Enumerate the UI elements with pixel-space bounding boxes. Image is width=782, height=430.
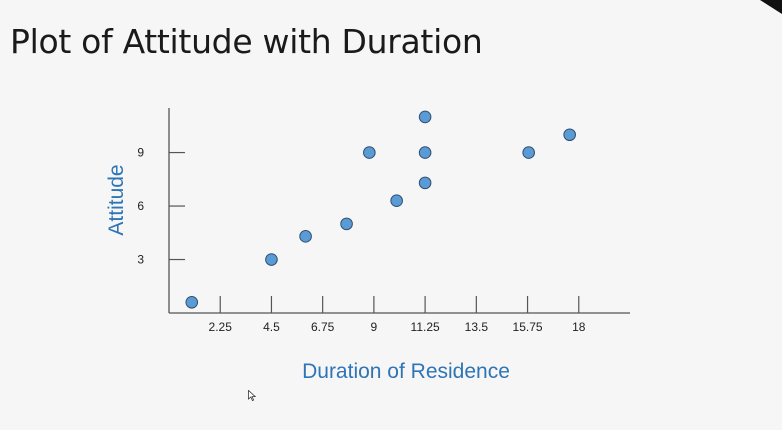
x-tick-label: 2.25 [209, 320, 233, 334]
chart-points [185, 110, 576, 309]
y-tick-label: 3 [137, 253, 144, 267]
x-tick-label: 9 [371, 320, 378, 334]
chart-ticks: 2.25 4.5 6.75 9 11.25 13.5 15.75 18 3 6 9 [137, 146, 585, 334]
data-point [522, 146, 535, 159]
x-tick-label: 4.5 [263, 320, 280, 334]
data-point [185, 296, 199, 309]
corner-triangle-decoration [760, 0, 782, 14]
data-point [563, 128, 576, 142]
x-tick-label: 13.5 [465, 320, 489, 334]
x-tick-label: 15.75 [513, 320, 543, 334]
data-point [418, 110, 432, 124]
data-point [390, 194, 403, 207]
x-tick-label: 18 [572, 320, 586, 334]
y-tick-label: 6 [137, 199, 144, 213]
data-point [299, 230, 312, 243]
data-point [418, 146, 432, 159]
x-tick-label: 6.75 [311, 320, 335, 334]
data-point [265, 253, 278, 266]
y-tick-label: 9 [137, 146, 144, 160]
data-point [418, 176, 432, 190]
x-axis-title: Duration of Residence [302, 360, 510, 383]
y-axis-title: Attitude [105, 164, 128, 235]
pointer-cursor-icon [248, 390, 256, 401]
chart-axes [168, 108, 630, 314]
x-tick-label: 11.25 [411, 320, 440, 334]
slide-title: Plot of Attitude with Duration [10, 22, 483, 61]
data-point [340, 217, 353, 231]
data-point [363, 146, 376, 159]
